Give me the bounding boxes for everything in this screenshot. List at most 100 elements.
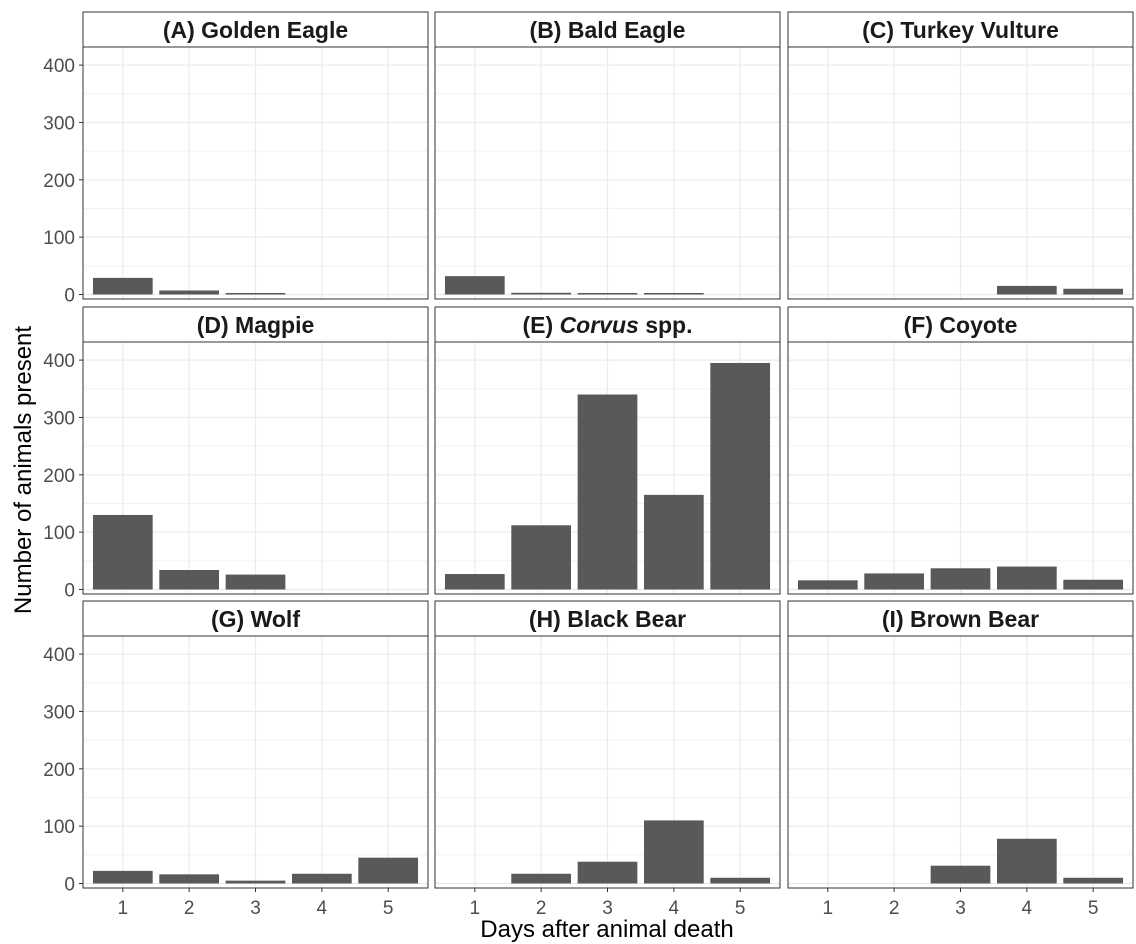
panel-border: [82, 46, 429, 300]
x-tick-label: 1: [118, 898, 129, 919]
bar: [930, 865, 991, 884]
y-tick-label: 0: [64, 286, 75, 307]
y-tick-label: 100: [43, 817, 75, 838]
y-tick-label: 100: [43, 523, 75, 544]
bar: [92, 277, 153, 295]
x-tick-label: 3: [250, 898, 261, 919]
y-axis-title: Number of animals present: [10, 326, 37, 614]
facet-strip: [787, 11, 1134, 48]
bar: [577, 394, 638, 590]
bar: [864, 573, 925, 590]
bar: [159, 290, 220, 295]
facet-strip: [82, 600, 429, 637]
facet-title-name: Wolf: [251, 606, 301, 632]
x-tick-label: 5: [1088, 898, 1099, 919]
facet-title-prefix: (D): [197, 312, 235, 338]
facet-title-name: Corvus: [560, 312, 639, 338]
y-tick-label: 100: [43, 228, 75, 249]
bar: [710, 362, 771, 590]
facet-title-name: Magpie: [235, 312, 314, 338]
facet-title-prefix: (H): [529, 606, 567, 632]
y-tick-label: 200: [43, 760, 75, 781]
bar: [577, 293, 638, 295]
bar: [225, 880, 286, 884]
y-tick-label: 0: [64, 581, 75, 602]
bar: [92, 514, 153, 590]
bar: [710, 877, 771, 884]
facet-title-prefix: (F): [904, 312, 940, 338]
x-tick-label: 2: [184, 898, 195, 919]
facet-title: (C) Turkey Vulture: [862, 17, 1059, 43]
y-tick-label: 200: [43, 466, 75, 487]
bar: [225, 574, 286, 590]
facet-title-prefix: (I): [882, 606, 910, 632]
x-tick-label: 3: [602, 898, 613, 919]
facet-strip: [434, 306, 781, 343]
facet-title-name: Golden Eagle: [201, 17, 348, 43]
bar: [511, 292, 572, 295]
facet-panel: (A) Golden Eagle 0 100 200 300 400: [43, 11, 429, 307]
facet-title: (B) Bald Eagle: [530, 17, 686, 43]
bar: [643, 293, 704, 295]
y-tick-label: 300: [43, 113, 75, 134]
panel-border: [434, 46, 781, 300]
x-tick-label: 1: [470, 898, 481, 919]
facet-title: (H) Black Bear: [529, 606, 686, 632]
y-tick-label: 400: [43, 645, 75, 666]
y-tick-label: 0: [64, 875, 75, 896]
bar: [92, 870, 153, 884]
facet-title: (I) Brown Bear: [882, 606, 1039, 632]
facet-title-prefix: (A): [163, 17, 201, 43]
facet-panel: (H) Black Bear 1 2 3 4 5: [434, 600, 781, 919]
x-tick-label: 5: [735, 898, 746, 919]
facet-title-prefix: (C): [862, 17, 900, 43]
x-tick-label: 2: [536, 898, 547, 919]
x-tick-label: 4: [669, 898, 680, 919]
bar: [159, 874, 220, 884]
bar: [996, 838, 1057, 884]
facet-panel: (D) Magpie 0 100 200 300 400: [43, 306, 429, 602]
facet-panel: (F) Coyote: [787, 306, 1134, 595]
bar: [797, 580, 858, 590]
bar: [511, 525, 572, 590]
facet-panel: (B) Bald Eagle: [434, 11, 781, 300]
facet-title: (F) Coyote: [904, 312, 1018, 338]
y-tick-label: 400: [43, 351, 75, 372]
x-tick-label: 4: [1022, 898, 1033, 919]
bar: [577, 861, 638, 884]
y-tick-label: 300: [43, 702, 75, 723]
facet-title: (D) Magpie: [197, 312, 315, 338]
facet-panel: (I) Brown Bear 1 2 3 4 5: [787, 600, 1134, 919]
facet-title-name: Turkey Vulture: [900, 17, 1058, 43]
bar: [643, 494, 704, 590]
bar: [225, 293, 286, 295]
facet-title-name: Black Bear: [567, 606, 686, 632]
panel-border: [787, 46, 1134, 300]
x-tick-label: 3: [955, 898, 966, 919]
y-tick-label: 400: [43, 56, 75, 77]
bar: [1063, 877, 1124, 884]
bar: [930, 568, 991, 590]
bar: [996, 566, 1057, 590]
bar: [444, 276, 505, 295]
facet-title-name: Coyote: [939, 312, 1017, 338]
x-tick-label: 1: [823, 898, 834, 919]
x-tick-label: 5: [383, 898, 394, 919]
facet-strip: [787, 306, 1134, 343]
y-tick-label: 300: [43, 408, 75, 429]
facet-title-prefix: (B): [530, 17, 568, 43]
facet-title-prefix: (G): [211, 606, 251, 632]
facet-title: (G) Wolf: [211, 606, 300, 632]
bar: [1063, 579, 1124, 590]
panel-border: [787, 341, 1134, 595]
facet-panel: (E) Corvus spp.: [434, 306, 781, 595]
x-tick-label: 4: [317, 898, 328, 919]
facet-strip: [82, 11, 429, 48]
panel-border: [82, 341, 429, 595]
facet-title-suffix: spp.: [639, 312, 693, 338]
bar: [159, 570, 220, 590]
bar: [511, 873, 572, 884]
facet-panel: (G) Wolf 0 100 200 300 400 1 2 3 4 5: [43, 600, 429, 919]
facet-title-name: Brown Bear: [910, 606, 1039, 632]
